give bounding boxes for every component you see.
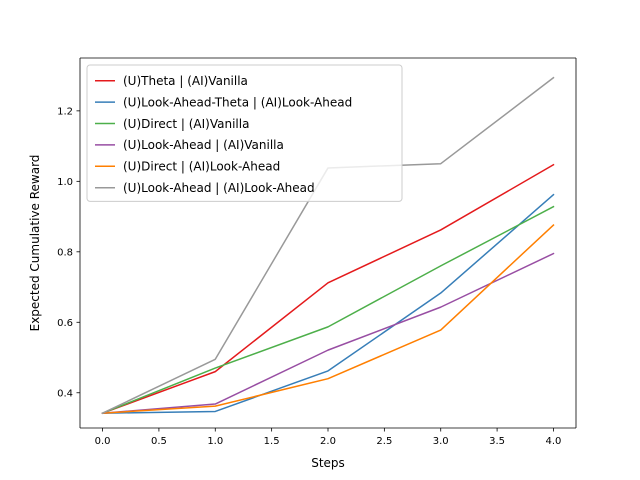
x-tick-label: 2.0 xyxy=(320,436,336,447)
x-tick-label: 0.5 xyxy=(151,436,167,447)
series-line-4 xyxy=(101,252,555,415)
legend-box xyxy=(86,64,403,202)
legend-label-4: (U)Look-Ahead | (AI)Vanilla xyxy=(123,138,284,152)
x-tick-label: 4.0 xyxy=(546,436,562,447)
y-tick-label: 0.4 xyxy=(57,388,73,399)
series-line-1 xyxy=(101,163,555,415)
x-tick-label: 3.0 xyxy=(433,436,449,447)
x-tick-label: 1.5 xyxy=(264,436,280,447)
series-line-2 xyxy=(101,193,555,414)
y-tick-label: 1.0 xyxy=(57,177,73,188)
legend-label-5: (U)Direct | (AI)Look-Ahead xyxy=(123,160,280,174)
x-tick-label: 2.5 xyxy=(376,436,392,447)
x-tick-label: 1.0 xyxy=(207,436,223,447)
x-tick-label: 0.0 xyxy=(95,436,111,447)
y-tick-label: 1.2 xyxy=(57,106,73,117)
ticks-layer: 0.0 0.5 1.0 1.5 2.0 2.5 3.0 3.5 4.0 0.4 0.6 0.8 1.0 1… xyxy=(57,106,561,447)
series-line-5 xyxy=(101,223,555,414)
y-tick-label: 0.6 xyxy=(57,318,73,329)
y-axis-label: Expected Cumulative Reward xyxy=(28,155,42,332)
legend: (U)Theta | (AI)Vanilla (U)Look-Ahead-Thet… xyxy=(86,64,403,202)
x-axis-label: Steps xyxy=(311,456,345,470)
legend-label-1: (U)Theta | (AI)Vanilla xyxy=(123,74,248,88)
legend-label-3: (U)Direct | (AI)Vanilla xyxy=(123,117,249,131)
legend-label-2: (U)Look-Ahead-Theta | (AI)Look-Ahead xyxy=(123,95,352,109)
series-line-3 xyxy=(101,205,555,415)
legend-label-6: (U)Look-Ahead | (AI)Look-Ahead xyxy=(123,181,315,195)
x-tick-label: 3.5 xyxy=(489,436,505,447)
y-tick-label: 0.8 xyxy=(57,247,73,258)
